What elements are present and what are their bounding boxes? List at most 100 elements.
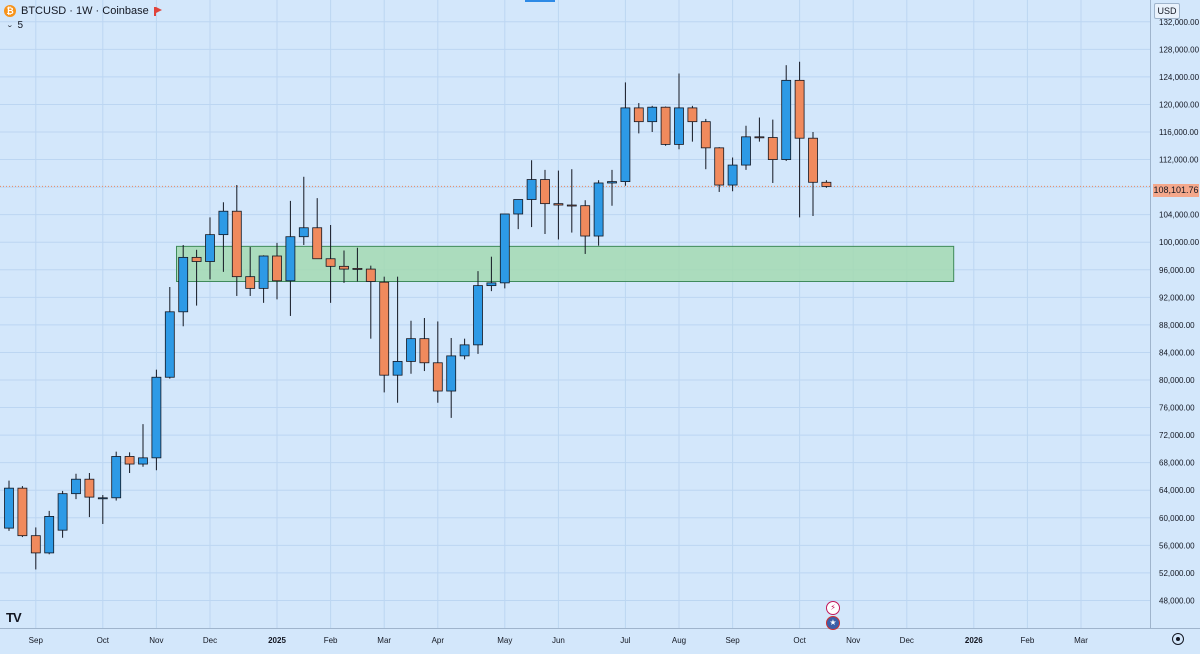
candle-body [486,282,497,287]
time-axis-svg: Sep Oct Nov Dec 2025 Feb Mar Apr May Jun Jul Aug Sep… [29,636,1089,645]
time-tick-label: Mar [1074,636,1088,645]
candle [138,424,148,467]
candle-body [164,311,175,378]
price-tick-label: 52,000.00 [1159,569,1195,578]
candle [754,117,765,142]
candle [553,170,564,240]
candle [298,176,309,245]
us-flag-icon[interactable]: ★ [826,616,840,630]
candle-body [17,487,28,537]
price-axis-svg: 48,000.00 52,000.00 56,000.00 60,000.00 64,0… [1159,18,1200,606]
price-axis[interactable]: 48,000.00 52,000.00 56,000.00 60,000.00 64,0… [1150,0,1200,648]
candle-body [298,227,309,238]
time-tick-label: Oct [97,636,110,645]
indicator-toggle[interactable]: ⌄ 5 [6,20,23,31]
candle [365,265,376,339]
candle-body [540,179,550,205]
candle-body [446,355,457,392]
candle [205,217,215,280]
time-axis[interactable]: Sep Oct Nov Dec 2025 Feb Mar Apr May Jun Jul Aug Sep… [0,628,1200,649]
time-tick-label: Sep [29,636,44,645]
candle-body [687,107,698,123]
candle-body [392,360,403,376]
candle [741,125,751,170]
candle [111,451,122,501]
price-tick-label: 100,000.00 [1159,238,1200,247]
candle-body [191,256,202,262]
price-tick-label: 112,000.00 [1159,156,1199,165]
time-tick-label: Mar [377,636,391,645]
price-tick-label: 132,000.00 [1159,18,1200,27]
time-tick-label: Jul [620,636,630,645]
candle [687,105,698,142]
candle-body [71,478,81,495]
candle-body [138,457,148,465]
candle [808,132,818,217]
time-tick-label: Nov [846,636,860,645]
candle [593,180,604,246]
price-tick-label: 96,000.00 [1159,266,1195,275]
price-tick-label: 84,000.00 [1159,348,1195,357]
time-tick-label: Sep [725,636,740,645]
time-tick-label: 2025 [268,636,286,645]
candle-layer [4,61,832,570]
time-tick-label: Nov [149,636,163,645]
flag-icon[interactable] [153,6,162,16]
top-marker [525,0,555,2]
candle [231,185,242,296]
candle [84,473,95,518]
symbol-title[interactable]: BTCUSD · 1W · Coinbase [21,5,149,17]
candle [392,276,403,403]
price-tick-label: 48,000.00 [1159,596,1195,605]
lightning-icon[interactable]: ⚡ [826,601,840,615]
price-tick-label: 76,000.00 [1159,404,1195,413]
candle [97,495,108,524]
candle-body [218,210,229,236]
candle [352,247,363,282]
candle [71,473,81,500]
candle [151,369,162,471]
settings-icon[interactable] [1172,633,1184,645]
candle-body [620,107,631,182]
time-tick-label: Apr [432,636,445,645]
candle-body [205,234,215,262]
candle-body [245,276,256,289]
tradingview-logo-icon[interactable]: TV [6,610,22,625]
candle-body [272,255,282,282]
candle [566,169,577,233]
candle-body [459,344,470,357]
candle-body [794,79,805,139]
candle-body [781,79,792,160]
symbol-title-bar[interactable]: ₿ BTCUSD · 1W · Coinbase [4,3,162,19]
currency-button[interactable]: USD [1154,3,1180,19]
candle-body [285,236,296,282]
candle-body [553,203,564,206]
candle-body [124,456,135,465]
candle [432,321,443,403]
candle [781,65,792,161]
candle [700,118,711,170]
candle-body [700,121,711,149]
price-tick-label: 64,000.00 [1159,486,1195,495]
candle [312,198,323,260]
candle-body [808,137,818,183]
candle-body [754,136,765,139]
candle-body [406,338,416,362]
candle [44,510,55,555]
price-tick-label: 72,000.00 [1159,431,1195,440]
candle [727,157,738,192]
price-tick-label: 88,000.00 [1159,321,1195,330]
price-tick-label: 92,000.00 [1159,293,1195,302]
candle-body [365,268,376,282]
time-tick-label: Oct [793,636,806,645]
price-tick-label: 56,000.00 [1159,541,1195,550]
support-zone [176,245,955,282]
time-tick-label: 2026 [965,636,983,645]
price-tick-label: 116,000.00 [1159,128,1199,137]
candle [272,242,282,300]
candle-body [419,338,430,364]
candle-body [580,205,591,237]
candle [218,202,229,272]
